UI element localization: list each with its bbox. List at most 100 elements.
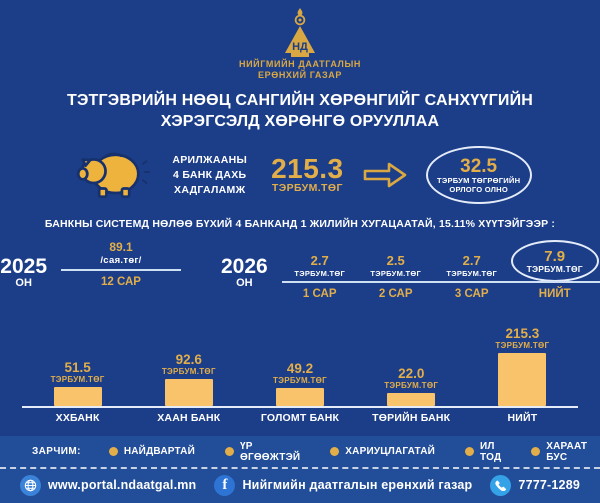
org-name-line1: НИЙГМИЙН ДААТГАЛЫН <box>238 59 361 69</box>
bar-unit: ТЭРБУМ.ТӨГ <box>384 381 439 390</box>
income-value: 32.5 <box>460 155 498 177</box>
bar-value: 51.5 <box>64 360 91 375</box>
legend-item-label: ХАРААТ БУС <box>546 440 588 463</box>
legend-item-transparent: ИЛ ТОД <box>465 441 501 463</box>
piggy-bank-icon <box>68 143 154 208</box>
bar-column-golomt-bank: 49.2 ТЭРБУМ.ТӨГ <box>244 362 355 406</box>
deposit-label-line1: АРИЛЖААНЫ <box>172 153 248 166</box>
bar <box>387 393 436 406</box>
category-label: ХХБАНК <box>55 412 100 424</box>
legend-item-label: ИЛ ТОД <box>480 440 502 463</box>
month3-value: 2.7 <box>462 253 481 268</box>
legend-item-reliable: НАЙДВАРТАЙ <box>108 446 195 457</box>
bar-value: 49.2 <box>286 361 314 376</box>
footer-phone-text: 7777-1289 <box>518 478 580 492</box>
bullet-dot-icon <box>531 447 541 456</box>
month2-unit: ТЭРБУМ.ТӨГ <box>370 269 422 278</box>
month1-value: 2.7 <box>310 253 329 268</box>
bottom-band: ЗАРЧИМ: НАЙДВАРТАЙ ҮР ӨГӨӨЖТЭЙ ХАРИУЦЛАГ… <box>0 436 600 503</box>
category-label: НИЙТ <box>507 412 538 424</box>
deposit-amount-unit: ТЭРБУМ.ТӨГ <box>271 182 343 194</box>
footer-facebook-text: Нийгмийн даатгалын ерөнхий газар <box>242 478 473 492</box>
footer: www.portal.ndaatgal.mn f Нийгмийн даатга… <box>0 469 600 501</box>
fraction-2025: 89.1 /сая.төг/ 12 САР <box>61 240 181 288</box>
bar-unit: ТЭРБУМ.ТӨГ <box>50 375 105 384</box>
category-labels: ХХБАНК ХААН БАНК ГОЛОМТ БАНК ТӨРИЙН БАНК… <box>22 408 578 424</box>
bar <box>498 353 547 406</box>
bar-value: 22.0 <box>398 366 425 381</box>
legend-item-independent: ХАРААТ БУС <box>531 441 587 463</box>
facebook-icon: f <box>214 474 236 496</box>
bullet-dot-icon <box>224 447 234 456</box>
year-2025-suffix: ОН <box>15 277 32 289</box>
bar-value: 92.6 <box>175 352 202 367</box>
category-label: ГОЛОМТ БАНК <box>260 412 340 424</box>
org-emblem-icon: НД <box>285 8 315 57</box>
condition-text: БАНКНЫ СИСТЕМД НӨЛӨӨ БҮХИЙ 4 БАНКАНД 1 Ж… <box>44 218 556 230</box>
org-name-line2: ЕРӨНХИЙ ГАЗАР <box>258 70 342 80</box>
phone-icon <box>490 474 512 496</box>
legend-item-label: ҮР ӨГӨӨЖТЭЙ <box>239 440 301 463</box>
amount-2025: 89.1 <box>109 240 133 254</box>
page-title-line2: ХЭРЭГСЭЛД ХӨРӨНГӨ ОРУУЛЛАА <box>160 113 440 130</box>
legend-item-label: НАЙДВАРТАЙ <box>123 446 195 457</box>
total-bubble: 7.9 ТЭРБУМ.ТӨГ <box>510 240 599 282</box>
right-arrow-icon <box>363 162 406 188</box>
month3-unit: ТЭРБУМ.ТӨГ <box>446 269 498 278</box>
total-unit: ТЭРБУМ.ТӨГ <box>526 263 583 274</box>
legend-item-productive: ҮР ӨГӨӨЖТЭЙ <box>224 440 301 463</box>
header: НД НИЙГМИЙН ДААТГАЛЫН ЕРӨНХИЙ ГАЗАР <box>0 0 600 81</box>
fraction-2026: 2.7 ТЭРБУМ.ТӨГ 2.5 ТЭРБУМ.ТӨГ 2.7 ТЭРБУМ… <box>281 240 600 300</box>
category-label: ТӨРИЙН БАНК <box>372 412 451 424</box>
fraction-line-2026 <box>281 281 600 283</box>
total-label: НИЙТ <box>538 288 571 300</box>
bar-unit: ТЭРБУМ.ТӨГ <box>273 376 327 385</box>
bank-bar-chart: 51.5 ТЭРБУМ.ТӨГ 92.6 ТЭРБУМ.ТӨГ 49.2 ТЭР… <box>22 314 578 424</box>
page-title-line1: ТЭТГЭВРИЙН НӨӨЦ САНГИЙН ХӨРӨНГИЙГ САНХҮҮ… <box>66 92 534 109</box>
legend-item-label: ХАРИУЦЛАГАТАЙ <box>345 446 436 457</box>
legend-item-responsible: ХАРИУЦЛАГАТАЙ <box>330 446 435 457</box>
footer-website-text: www.portal.ndaatgal.mn <box>48 478 197 492</box>
bar-column-xxbank: 51.5 ТЭРБУМ.ТӨГ <box>22 361 133 406</box>
bar-unit: ТЭРБУМ.ТӨГ <box>495 341 550 350</box>
bullet-dot-icon <box>330 447 340 456</box>
bar-column-state-bank: 22.0 ТЭРБУМ.ТӨГ <box>356 367 467 406</box>
bar <box>276 388 324 406</box>
timeline: 2025 ОН 89.1 /сая.төг/ 12 САР 2026 ОН <box>0 240 600 300</box>
footer-phone[interactable]: 7777-1289 <box>490 474 580 496</box>
x-axis-line <box>22 406 578 408</box>
total-value: 7.9 <box>544 247 566 265</box>
income-label-line1: ТЭРБУМ ТӨГРӨГИЙН <box>437 175 521 185</box>
deposit-label: АРИЛЖААНЫ 4 БАНК ДАХЬ ХАДГАЛАМЖ <box>172 153 247 198</box>
income-bubble: 32.5 ТЭРБУМ ТӨГРӨГИЙН ОРЛОГО ОЛНО <box>425 146 532 204</box>
footer-facebook[interactable]: f Нийгмийн даатгалын ерөнхий газар <box>214 474 473 496</box>
legend-title: ЗАРЧИМ: <box>32 446 81 457</box>
globe-icon <box>20 474 41 496</box>
bar-column-khan-bank: 92.6 ТЭРБУМ.ТӨГ <box>133 353 244 406</box>
month2-value: 2.5 <box>386 253 405 268</box>
month1-unit: ТЭРБУМ.ТӨГ <box>294 269 346 278</box>
bullet-dot-icon <box>108 447 118 456</box>
month3-period: 3 САР <box>454 288 489 300</box>
footer-website[interactable]: www.portal.ndaatgal.mn <box>20 474 197 496</box>
year-2025: 2025 ОН <box>0 256 47 289</box>
bars-row: 51.5 ТЭРБУМ.ТӨГ 92.6 ТЭРБУМ.ТӨГ 49.2 ТЭР… <box>22 314 578 406</box>
emblem-letters: НД <box>292 41 308 53</box>
deposit-amount: 215.3 ТЭРБУМ.ТӨГ <box>271 155 344 195</box>
deposit-label-line2: 4 БАНК ДАХЬ <box>173 168 247 181</box>
bar-unit: ТЭРБУМ.ТӨГ <box>161 367 216 376</box>
year-2026-suffix: ОН <box>236 277 253 289</box>
fraction-line-2025 <box>61 269 181 271</box>
deposit-label-line3: ХАДГАЛАМЖ <box>174 183 246 196</box>
bar <box>164 379 213 406</box>
year-2026-value: 2026 <box>221 255 268 278</box>
deposit-summary: АРИЛЖААНЫ 4 БАНК ДАХЬ ХАДГАЛАМЖ 215.3 ТЭ… <box>0 142 600 208</box>
bar-column-total: 215.3 ТЭРБУМ.ТӨГ <box>467 327 578 406</box>
principles-legend: ЗАРЧИМ: НАЙДВАРТАЙ ҮР ӨГӨӨЖТЭЙ ХАРИУЦЛАГ… <box>0 436 600 469</box>
period-2025: 12 САР <box>101 276 141 288</box>
page-title: ТЭТГЭВРИЙН НӨӨЦ САНГИЙН ХӨРӨНГИЙГ САНХҮҮ… <box>0 90 600 132</box>
income-label-line2: ОРЛОГО ОЛНО <box>449 184 508 194</box>
bar-value: 215.3 <box>505 326 540 341</box>
year-2025-value: 2025 <box>0 255 47 278</box>
